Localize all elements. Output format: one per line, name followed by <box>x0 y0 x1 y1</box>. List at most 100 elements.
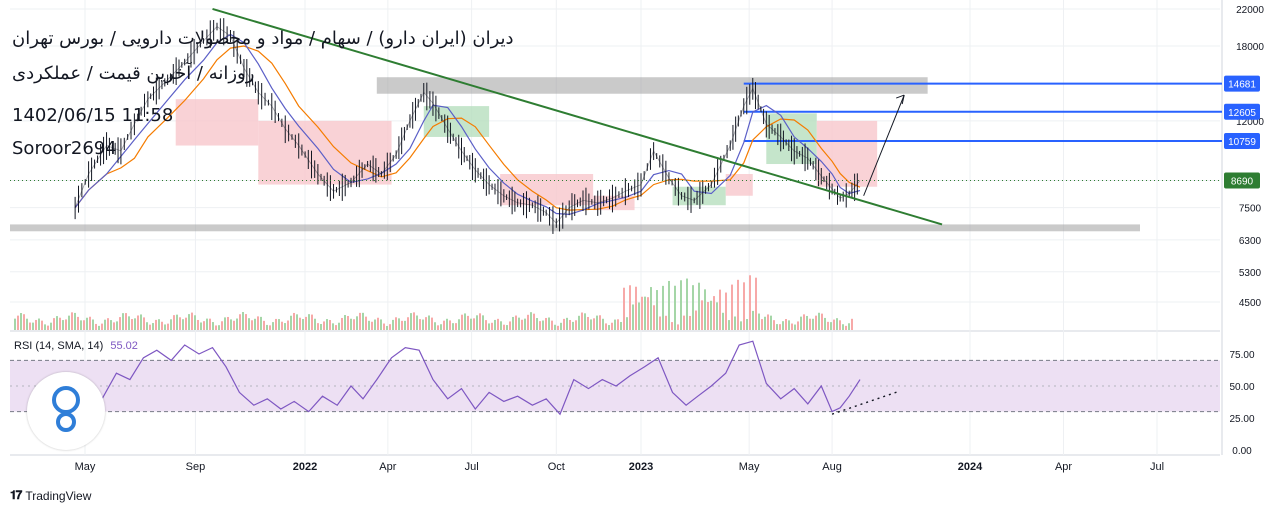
volume-bar <box>77 316 79 330</box>
volume-bar <box>776 324 778 330</box>
cloud-segment <box>423 106 490 137</box>
rsi-tick-label: 25.00 <box>1229 414 1254 425</box>
volume-bar <box>395 317 397 330</box>
volume-bar <box>353 319 355 330</box>
volume-bar <box>716 302 718 330</box>
volume-bar <box>473 318 475 330</box>
volume-bar <box>626 317 628 330</box>
volume-bar <box>569 319 571 330</box>
ichimoku-cloud <box>175 99 878 211</box>
volume-bar <box>581 312 583 330</box>
rsi-legend[interactable]: RSI (14, SMA, 14) 55.02 <box>14 340 138 352</box>
volume-bar <box>152 323 154 330</box>
volume-bar <box>215 325 217 330</box>
volume-bar <box>530 312 532 330</box>
price-tick-label: 18000 <box>1236 42 1264 53</box>
volume-bar <box>725 292 727 330</box>
volume-bar <box>509 321 511 330</box>
volume-bar <box>677 324 679 330</box>
last-price-label: 8690 <box>1231 176 1254 187</box>
volume-bar <box>308 314 310 330</box>
volume-bar <box>62 320 64 330</box>
volume-bar <box>707 301 709 330</box>
volume-bar <box>155 319 157 330</box>
volume-bar <box>467 315 469 330</box>
rsi-axis: 75.00 50.00 25.00 0.00 <box>1229 350 1254 457</box>
time-tick-label: Apr <box>1055 461 1072 473</box>
volume-bar <box>512 316 514 330</box>
volume-bar <box>161 321 163 330</box>
price-axis: 22000 18000 12000 7500 6300 5300 4500 14681 1260… <box>1224 5 1264 309</box>
volume-bar <box>341 317 343 330</box>
volume-bar <box>362 312 364 330</box>
volume-bar <box>188 314 190 330</box>
volume-bar <box>485 320 487 330</box>
volume-bar <box>833 319 835 330</box>
time-tick-label: May <box>739 461 760 473</box>
volume-bar <box>95 323 97 330</box>
volume-bar <box>617 319 619 330</box>
volume-bar <box>614 319 616 330</box>
chart-datetime: 1402/06/15 11:58 <box>12 105 174 126</box>
volume-bar <box>680 280 682 330</box>
volume-bar <box>134 318 136 330</box>
volume-bar <box>641 296 643 330</box>
volume-bar <box>794 324 796 330</box>
volume-bar <box>491 322 493 330</box>
volume-bar <box>107 318 109 330</box>
chart-title: دیران (ایران دارو) / سهام / مواد و محصول… <box>12 28 514 49</box>
volume-bar <box>26 318 28 330</box>
volume-bar <box>563 318 565 330</box>
volume-bar <box>326 319 328 330</box>
ma-slow-line <box>74 45 861 211</box>
volume-bar <box>539 321 541 330</box>
volume-bar <box>185 317 187 330</box>
volume-bar <box>782 321 784 330</box>
volume-bar <box>488 323 490 330</box>
volume-bars <box>14 275 853 330</box>
volume-bar <box>17 315 19 330</box>
volume-bar <box>311 314 313 330</box>
resistance-price-label-box <box>1224 75 1260 92</box>
volume-bar <box>191 312 193 330</box>
infinity-logo-icon <box>52 386 80 432</box>
volume-bar <box>674 285 676 330</box>
volume-bar <box>377 317 379 330</box>
volume-bar <box>656 290 658 330</box>
volume-bar <box>293 312 295 330</box>
volume-bar <box>644 296 646 330</box>
volume-bar <box>299 317 301 330</box>
volume-bar <box>44 324 46 330</box>
volume-bar <box>764 316 766 330</box>
volume-bar <box>179 317 181 330</box>
volume-bar <box>98 325 100 330</box>
volume-bar <box>752 310 754 330</box>
volume-bar <box>731 284 733 330</box>
volume-bar <box>83 320 85 330</box>
volume-bar <box>743 282 745 330</box>
volume-bar <box>701 300 703 330</box>
volume-bar <box>446 318 448 330</box>
volume-bar <box>779 324 781 330</box>
volume-bar <box>443 320 445 330</box>
volume-bar <box>749 275 751 330</box>
volume-bar <box>728 320 730 330</box>
volume-bar <box>59 317 61 330</box>
volume-bar <box>785 319 787 330</box>
volume-bar <box>458 319 460 330</box>
resistance-price-label: 12605 <box>1228 108 1256 119</box>
resistance-zone <box>376 77 928 94</box>
volume-bar <box>470 318 472 330</box>
volume-bar <box>350 318 352 330</box>
volume-bar <box>575 320 577 330</box>
volume-bar <box>383 323 385 330</box>
tradingview-footer[interactable]: 𝟏𝟕 TradingView <box>10 488 91 503</box>
volume-bar <box>53 318 55 330</box>
volume-bar <box>596 315 598 330</box>
volume-bar <box>545 317 547 330</box>
volume-bar <box>140 314 142 330</box>
volume-bar <box>143 317 145 330</box>
volume-bar <box>710 300 712 330</box>
volume-bar <box>197 319 199 330</box>
